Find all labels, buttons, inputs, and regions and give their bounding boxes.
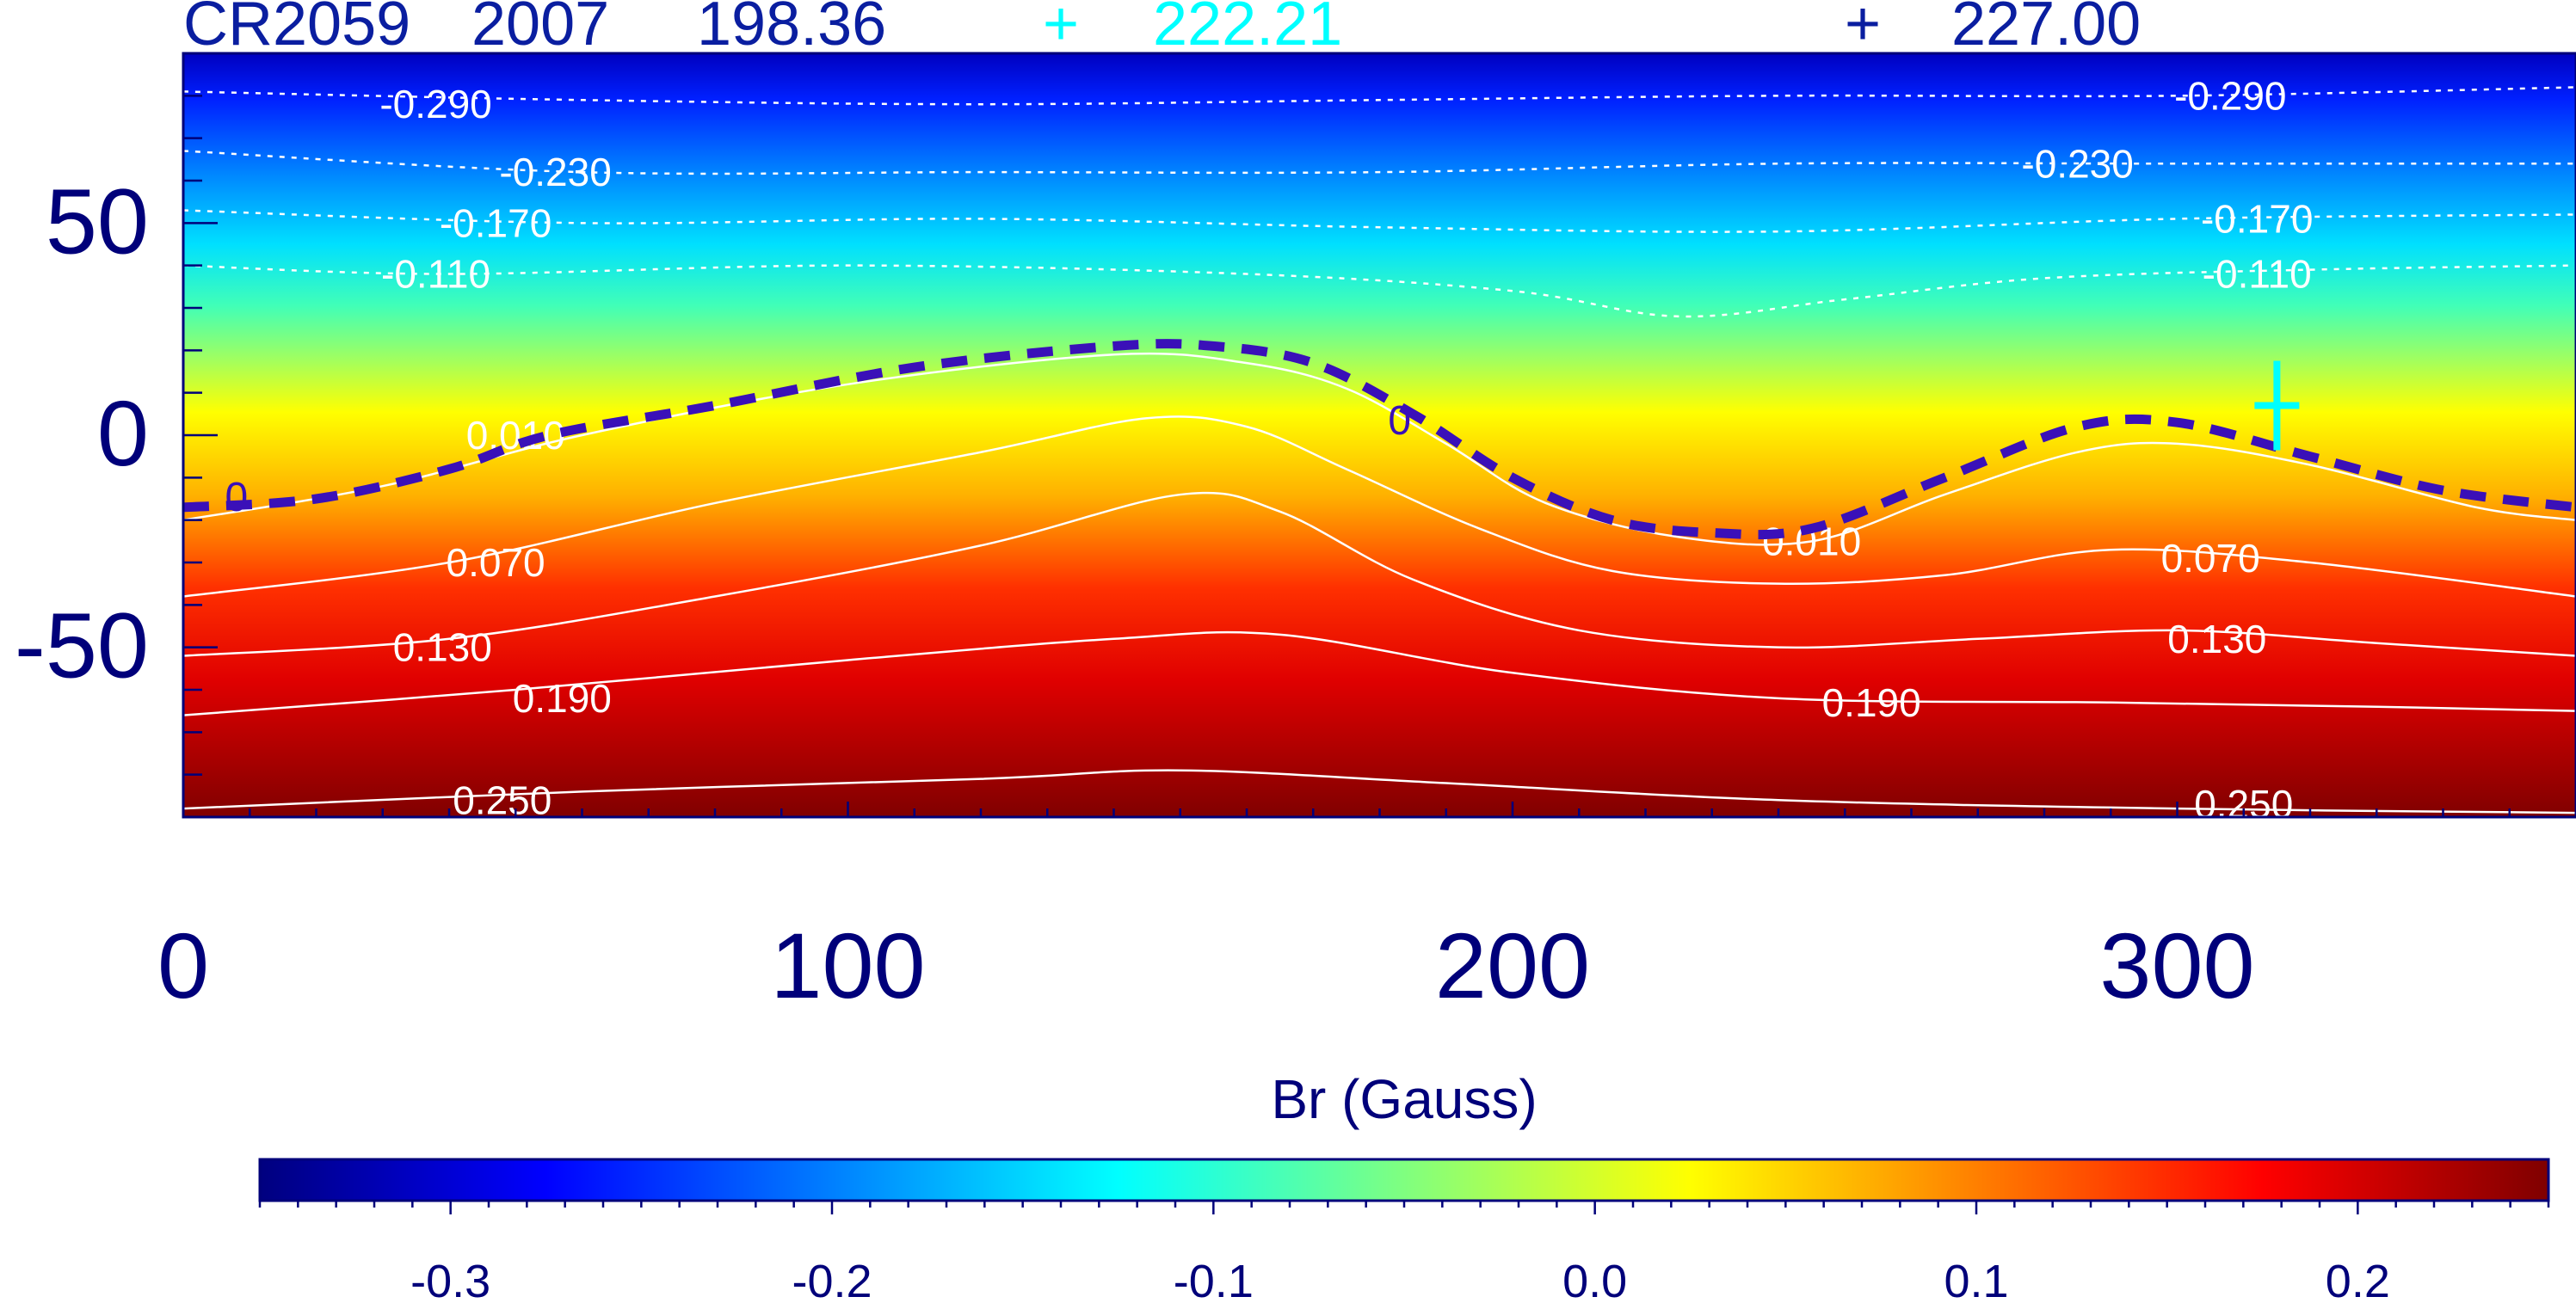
contour-label: -0.110	[2203, 252, 2312, 297]
contour-label: 0.190	[513, 676, 612, 721]
colorbar-tick-label: -0.3	[410, 1256, 490, 1303]
colorbar-tick-label: 0.2	[2326, 1256, 2390, 1303]
x-tick-label: 200	[1435, 913, 1590, 1017]
axes: 50 0 -50 0 100 200 300	[15, 52, 2576, 1017]
plot-overlays: -0.290 -0.290-0.230 -0.230-0.170 -0.170-0.1…	[183, 73, 2576, 827]
contour-label: -0.290	[2174, 73, 2286, 118]
y-tick-label: 0	[97, 381, 149, 485]
contour-label: 0.250	[2194, 782, 2293, 827]
header-marker1-symbol: +	[1043, 0, 1079, 58]
x-tick-label: 300	[2099, 913, 2254, 1017]
contour-line	[183, 769, 2576, 814]
header-value3: 227.00	[1951, 0, 2141, 58]
contour-line	[183, 209, 2576, 233]
contour-line	[183, 630, 2576, 716]
neutral-line	[183, 339, 2576, 540]
y-tick-label: 50	[46, 169, 149, 273]
contour-line	[183, 491, 2576, 657]
header-year: 2007	[471, 0, 609, 58]
colorbar-tick-label: 0.0	[1562, 1256, 1627, 1303]
contour-label: 0.130	[2167, 617, 2266, 661]
contour-label: -0.170	[440, 200, 552, 245]
neutral-line-label: 0	[1388, 398, 1411, 444]
contour-line	[183, 415, 2576, 598]
header: CR2059 2007 198.36 + 222.21 + 227.00	[183, 0, 2141, 58]
colorbar-ticks: -0.3 -0.2 -0.1 0.0 0.1 0.2	[258, 1158, 2550, 1303]
contour-line	[183, 86, 2576, 106]
x-tick-label: 0	[157, 913, 209, 1017]
contour-label: 0.070	[447, 540, 545, 585]
contour-label: 0.250	[453, 777, 552, 822]
header-value1: 198.36	[697, 0, 886, 58]
header-value2: 222.21	[1153, 0, 1342, 58]
neutral-line-label: 0	[225, 475, 248, 520]
y-tick-label: -50	[15, 593, 149, 698]
contour-label: -0.110	[381, 252, 490, 297]
contour-line	[183, 264, 2576, 318]
colorbar-tick-label: 0.1	[1944, 1256, 2008, 1303]
contour-label: 0.190	[1822, 680, 1921, 725]
colorbar-tick-label: -0.2	[792, 1256, 872, 1303]
header-marker2-symbol: +	[1845, 0, 1881, 58]
contour-label: 0.070	[2161, 536, 2260, 581]
header-rotation: CR2059	[183, 0, 410, 58]
colorbar-tick-label: -0.1	[1174, 1256, 1254, 1303]
contour-label: -0.230	[2021, 141, 2133, 186]
contour-line	[183, 150, 2576, 175]
contour-label: 0.130	[393, 625, 492, 670]
colorbar	[260, 1159, 2548, 1201]
contour-label: -0.170	[2201, 196, 2313, 241]
contour-label: -0.290	[379, 82, 491, 126]
contour-label: -0.230	[499, 150, 611, 194]
x-tick-label: 100	[770, 913, 925, 1017]
colorbar-label: Br (Gauss)	[1271, 1068, 1537, 1130]
contour-label: 0.010	[466, 413, 565, 458]
